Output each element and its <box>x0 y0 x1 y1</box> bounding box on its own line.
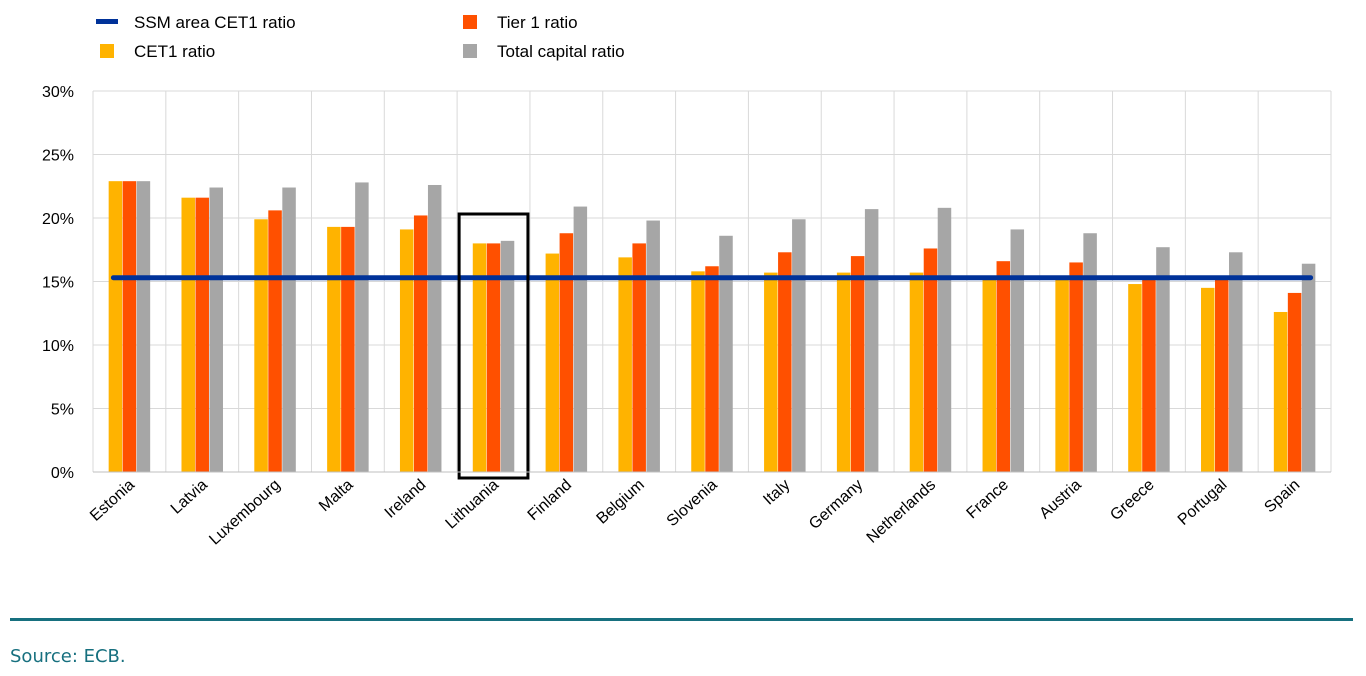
bar <box>691 271 705 472</box>
bar <box>792 219 806 472</box>
bar <box>778 252 792 472</box>
bar <box>413 215 428 472</box>
bar <box>486 243 501 472</box>
x-tick-label: Finland <box>525 476 575 524</box>
bar <box>268 210 282 472</box>
x-tick-label: Latvia <box>168 476 211 517</box>
bar <box>719 235 733 472</box>
bar <box>209 187 223 472</box>
bar <box>559 233 574 472</box>
bar <box>341 226 355 472</box>
legend-swatch <box>100 44 114 58</box>
bar <box>1287 292 1302 472</box>
bar <box>181 197 195 472</box>
legend-swatch-line <box>96 19 118 24</box>
bar <box>327 226 341 472</box>
bar <box>355 182 369 472</box>
x-tick-label: Austria <box>1036 476 1084 522</box>
x-tick-label: Lithuania <box>443 476 503 532</box>
bar <box>282 187 296 472</box>
bar <box>1142 277 1156 472</box>
x-tick-label: Portugal <box>1175 476 1231 529</box>
legend-label: CET1 ratio <box>134 42 215 61</box>
bar <box>1128 284 1142 472</box>
bar <box>545 253 560 472</box>
bar <box>909 272 924 472</box>
x-tick-label: Estonia <box>87 476 138 524</box>
y-tick-label: 10% <box>42 338 74 355</box>
bar <box>923 248 938 472</box>
x-tick-label: Germany <box>806 476 866 533</box>
chart: 0% 5% 10% 15% 20% 25% 30% Estonia LatviaLuxembou… <box>42 13 1332 548</box>
bar <box>646 220 660 472</box>
y-tick-label: 25% <box>42 148 74 165</box>
bar <box>500 240 515 472</box>
bar <box>1069 262 1083 472</box>
bar <box>996 261 1011 472</box>
bar <box>1055 277 1069 472</box>
bar <box>864 209 879 473</box>
bar <box>836 272 851 472</box>
x-tick-label: France <box>964 476 1012 522</box>
bar <box>472 243 487 472</box>
bar <box>1156 247 1170 472</box>
bar <box>136 181 151 473</box>
x-tick-label: Greece <box>1107 476 1157 524</box>
legend-swatch <box>463 15 477 29</box>
y-tick-label: 0% <box>51 465 74 482</box>
x-tick-label: Luxembourg <box>206 476 283 548</box>
x-tick-label: Malta <box>316 476 357 515</box>
bar <box>705 266 719 472</box>
source-note: Source: ECB. <box>10 646 126 667</box>
x-tick-label: Netherlands <box>864 476 939 546</box>
bar <box>618 257 632 472</box>
bar <box>982 277 997 472</box>
bar <box>1301 263 1316 472</box>
bar <box>1273 311 1288 472</box>
bar <box>122 181 137 473</box>
bar <box>764 272 778 472</box>
bar <box>108 181 123 473</box>
y-tick-label: 15% <box>42 275 74 292</box>
legend-swatch <box>463 44 477 58</box>
y-tick-label: 20% <box>42 211 74 228</box>
bar <box>1215 277 1229 472</box>
bar <box>1201 287 1215 472</box>
bar <box>427 184 442 473</box>
x-tick-label: Belgium <box>594 476 648 527</box>
bar <box>937 207 952 472</box>
x-tick-label: Slovenia <box>664 476 721 530</box>
x-tick-label: Spain <box>1261 476 1303 516</box>
footer-rule <box>10 618 1353 621</box>
bar <box>254 219 268 472</box>
bar <box>195 197 209 472</box>
bar <box>632 243 646 472</box>
bar <box>573 206 588 472</box>
bar <box>850 256 865 472</box>
y-tick-label: 5% <box>51 402 74 419</box>
legend-label: Total capital ratio <box>497 42 625 61</box>
legend-label: SSM area CET1 ratio <box>134 13 296 32</box>
x-tick-label: Italy <box>760 476 793 508</box>
highlight-box-lithuania <box>457 212 530 480</box>
legend-label: Tier 1 ratio <box>497 13 578 32</box>
y-tick-label: 30% <box>42 84 74 101</box>
bar <box>1083 233 1097 472</box>
bar <box>1010 229 1025 472</box>
x-tick-label: Ireland <box>382 476 430 521</box>
bar <box>399 229 414 472</box>
bar <box>1229 252 1243 472</box>
